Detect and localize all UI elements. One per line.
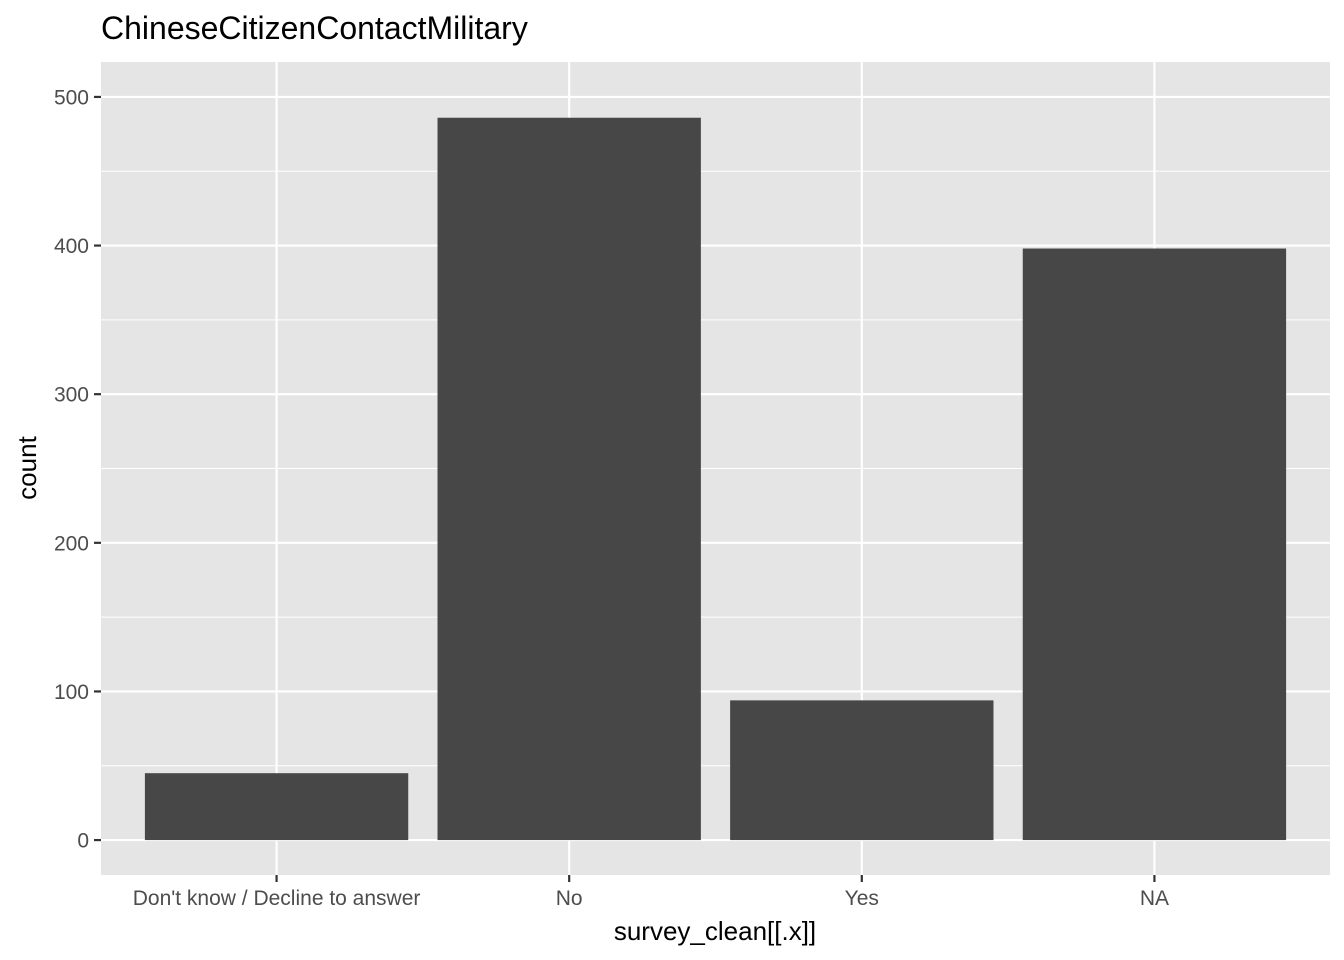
y-tick-label: 400 (54, 235, 89, 258)
x-axis-title: survey_clean[[.x]] (614, 916, 816, 946)
bar (437, 117, 701, 841)
y-axis-title: count (12, 435, 42, 499)
x-tick-label: NA (1140, 887, 1169, 910)
y-tick-label: 300 (54, 384, 89, 407)
bar (1022, 248, 1287, 841)
bar (144, 773, 409, 841)
y-tick-label: 0 (77, 830, 89, 853)
x-tick-label: Yes (845, 887, 879, 910)
y-tick-label: 100 (54, 681, 89, 704)
chart-title: ChineseCitizenContactMilitary (101, 10, 528, 46)
bar (730, 700, 994, 841)
y-axis: 0 100 200 300 400 500 (54, 86, 101, 853)
x-axis: Don't know / Decline to answer No Yes NA (133, 875, 1169, 910)
x-tick-label: Don't know / Decline to answer (133, 887, 421, 910)
y-tick-label: 200 (54, 532, 89, 555)
y-tick-label: 500 (54, 86, 89, 109)
x-tick-label: No (556, 887, 583, 910)
bars (144, 117, 1287, 841)
